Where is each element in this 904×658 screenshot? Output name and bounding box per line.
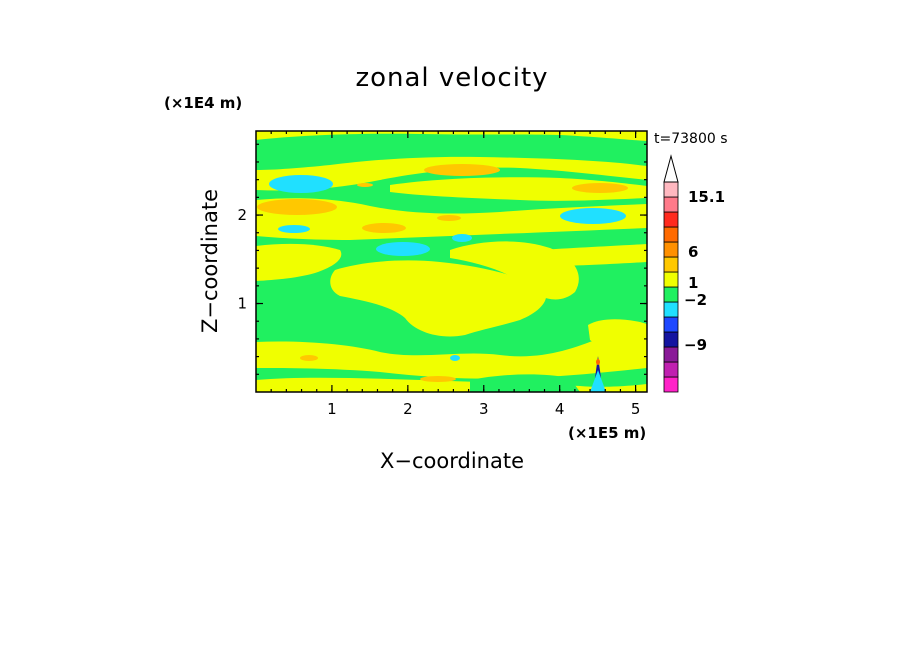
colorbar-swatch bbox=[663, 316, 679, 333]
time-label: t=73800 s bbox=[654, 131, 728, 147]
contour-cyan-spike bbox=[590, 370, 606, 392]
contour-orange-cell bbox=[362, 223, 406, 233]
colorbar-swatch bbox=[663, 181, 679, 198]
contour-orange-cell bbox=[300, 355, 318, 361]
colorbar-swatch bbox=[663, 376, 679, 393]
tick-labels: 1 2 3 4 5 1 2 bbox=[237, 206, 640, 418]
colorbar-label: −2 bbox=[684, 291, 707, 309]
colorbar-swatch bbox=[663, 271, 679, 288]
x-axis-label: X−coordinate bbox=[380, 449, 524, 473]
colorbar-swatch bbox=[663, 196, 679, 213]
colorbar-label: 15.1 bbox=[688, 188, 725, 206]
colorbar-label: −9 bbox=[684, 336, 707, 354]
colorbar bbox=[663, 154, 679, 393]
plot-frame bbox=[255, 130, 648, 393]
contour-cyan-cell bbox=[450, 355, 460, 361]
x-tick-label: 2 bbox=[403, 400, 413, 418]
contour-orange-cell bbox=[437, 215, 461, 221]
x-tick-label: 1 bbox=[327, 400, 337, 418]
colorbar-swatch bbox=[663, 241, 679, 258]
colorbar-swatch bbox=[663, 286, 679, 303]
contour-field bbox=[256, 131, 647, 392]
contour-green-base-gap bbox=[470, 374, 580, 392]
contour-orange-cell bbox=[572, 183, 628, 193]
contour-yellow-band-ne bbox=[390, 177, 647, 201]
x-tick-label: 3 bbox=[479, 400, 489, 418]
contour-red-cell bbox=[596, 359, 600, 365]
y-tick-label: 2 bbox=[237, 206, 247, 224]
colorbar-overflow-arrow bbox=[663, 154, 679, 183]
contour-orange-cell bbox=[257, 199, 337, 215]
contour-orange-cell bbox=[420, 376, 456, 382]
colorbar-labels: 15.1 6 1 −2 −9 bbox=[684, 188, 725, 354]
contour-cyan-cell bbox=[452, 234, 472, 242]
contour-yellow-patch-se bbox=[588, 319, 647, 350]
contour-cyan-cell bbox=[376, 242, 430, 256]
contour-cyan-cell bbox=[269, 175, 333, 193]
colorbar-label: 6 bbox=[688, 243, 698, 261]
contour-cyan-cell bbox=[278, 225, 310, 233]
contour-cyan-cell bbox=[560, 208, 626, 224]
contour-yellow-block-left bbox=[256, 243, 342, 281]
contour-orange-cell bbox=[357, 183, 373, 187]
y-axis-label: Z−coordinate bbox=[198, 189, 222, 333]
contour-yellow-block-center bbox=[330, 260, 547, 337]
colorbar-swatch bbox=[663, 256, 679, 273]
contour-orange-cell bbox=[424, 164, 500, 176]
colorbar-swatch bbox=[663, 361, 679, 378]
colorbar-swatch bbox=[663, 346, 679, 363]
x-unit-label: (×1E5 m) bbox=[568, 424, 646, 442]
chart-title: zonal velocity bbox=[355, 63, 548, 93]
x-tick-label: 5 bbox=[631, 400, 641, 418]
colorbar-swatch bbox=[663, 226, 679, 243]
colorbar-swatch bbox=[663, 301, 679, 318]
contour-blue-spike bbox=[595, 356, 601, 378]
y-tick-label: 1 bbox=[237, 295, 247, 313]
tick-marks bbox=[256, 131, 647, 392]
contour-yellow-band-low bbox=[256, 330, 647, 379]
y-unit-label: (×1E4 m) bbox=[164, 94, 242, 112]
colorbar-swatch bbox=[663, 211, 679, 228]
colorbar-label: 1 bbox=[688, 274, 698, 292]
x-tick-label: 4 bbox=[555, 400, 565, 418]
contour-yellow-strip-east bbox=[540, 244, 647, 266]
colorbar-swatch bbox=[663, 331, 679, 348]
contour-green-band-upper bbox=[256, 133, 647, 170]
